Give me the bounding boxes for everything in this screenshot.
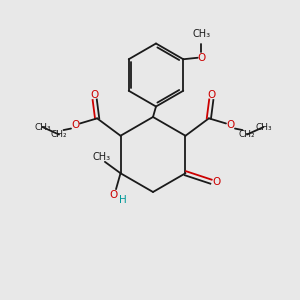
Text: O: O — [207, 90, 215, 100]
Text: O: O — [197, 53, 206, 63]
Text: H: H — [119, 195, 127, 205]
Text: O: O — [226, 120, 235, 130]
Text: O: O — [71, 120, 80, 130]
Text: CH₃: CH₃ — [34, 122, 51, 131]
Text: O: O — [110, 190, 118, 200]
Text: CH₃: CH₃ — [255, 122, 272, 131]
Text: CH₂: CH₂ — [51, 130, 67, 139]
Text: CH₃: CH₃ — [93, 152, 111, 162]
Text: CH₂: CH₂ — [239, 130, 255, 139]
Text: O: O — [91, 90, 99, 100]
Text: CH₃: CH₃ — [192, 29, 210, 39]
Text: O: O — [212, 177, 220, 187]
